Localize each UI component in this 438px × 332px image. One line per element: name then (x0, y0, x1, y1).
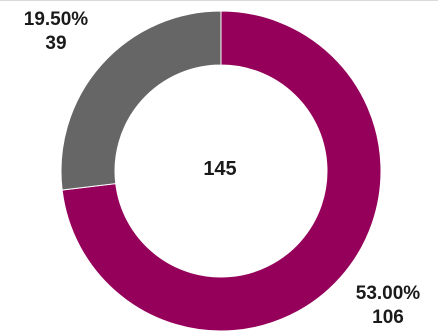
slice-label-gray-percent: 19.50% (23, 9, 89, 30)
slice-label-gray-value: 39 (45, 33, 67, 54)
top-divider-line (0, 0, 438, 1)
slice-label-magenta: 53.00% 106 (336, 282, 438, 330)
donut-slice-1 (60, 10, 222, 191)
slice-label-gray: 19.50% 39 (4, 8, 108, 56)
slice-label-magenta-percent: 53.00% (355, 283, 421, 304)
donut-center-total: 145 (203, 158, 237, 180)
slice-label-magenta-value: 106 (372, 307, 404, 328)
donut-slice-0 (61, 10, 382, 332)
